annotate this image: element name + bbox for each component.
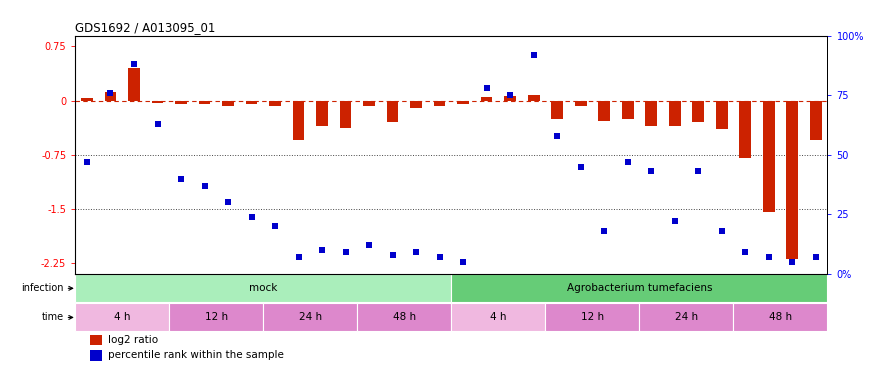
Bar [75,303,169,332]
Point [527,52,541,58]
Bar [504,96,516,100]
Point [480,85,494,91]
Point [762,254,776,260]
Bar [527,95,540,100]
Bar [81,98,93,100]
Bar [198,100,211,104]
Point [620,159,635,165]
Bar [787,100,798,260]
Bar [90,350,103,361]
Bar [481,97,492,100]
Text: 48 h: 48 h [393,312,416,322]
Bar [810,100,821,140]
Bar [551,100,563,118]
Bar [458,100,469,104]
Bar [574,100,587,106]
Text: time: time [42,312,64,322]
Point [150,121,165,127]
Point [315,247,329,253]
Bar [151,100,164,104]
Text: 12 h: 12 h [204,312,227,322]
Bar [451,303,545,332]
Bar [222,100,234,106]
Bar [169,303,264,332]
Point [362,242,376,248]
Bar [716,100,727,129]
Point [409,249,423,255]
Bar [358,303,451,332]
Point [268,223,282,229]
Point [127,61,141,67]
Point [667,218,681,224]
Bar [692,100,704,122]
Bar [293,100,304,140]
Bar [451,274,827,302]
Point [433,254,447,260]
Bar [763,100,774,212]
Bar [545,303,639,332]
Point [244,214,258,220]
Point [197,183,212,189]
Text: 12 h: 12 h [581,312,604,322]
Point [714,228,728,234]
Point [174,176,189,181]
Bar [411,100,422,108]
Bar [363,100,375,106]
Bar [246,100,258,104]
Point [785,259,799,265]
Point [550,133,565,139]
Point [503,92,517,98]
Bar [734,303,827,332]
Bar [104,92,116,100]
Text: percentile rank within the sample: percentile rank within the sample [108,351,283,360]
Text: infection: infection [21,284,64,293]
Point [809,254,823,260]
Bar [387,100,398,122]
Point [456,259,470,265]
Point [386,252,400,258]
Bar [739,100,751,158]
Bar [639,303,734,332]
Point [104,90,118,96]
Bar [669,100,681,126]
Bar [434,100,445,106]
Bar [598,100,610,121]
Bar [90,335,103,345]
Bar [128,68,140,100]
Point [573,164,588,170]
Bar [175,100,187,104]
Text: mock: mock [249,284,278,293]
Text: 24 h: 24 h [675,312,698,322]
Point [291,254,305,260]
Bar [269,100,281,106]
Text: 48 h: 48 h [769,312,792,322]
Point [691,168,705,174]
Bar [264,303,358,332]
Text: 4 h: 4 h [114,312,130,322]
Bar [645,100,657,126]
Point [221,200,235,206]
Point [597,228,612,234]
Point [738,249,752,255]
Bar [75,274,451,302]
Point [338,249,352,255]
Bar [316,100,328,126]
Point [80,159,94,165]
Bar [340,100,351,128]
Text: log2 ratio: log2 ratio [108,335,158,345]
Text: Agrobacterium tumefaciens: Agrobacterium tumefaciens [566,284,712,293]
Text: 4 h: 4 h [490,312,506,322]
Point [644,168,658,174]
Bar [622,100,634,118]
Text: 24 h: 24 h [299,312,322,322]
Text: GDS1692 / A013095_01: GDS1692 / A013095_01 [75,21,216,34]
